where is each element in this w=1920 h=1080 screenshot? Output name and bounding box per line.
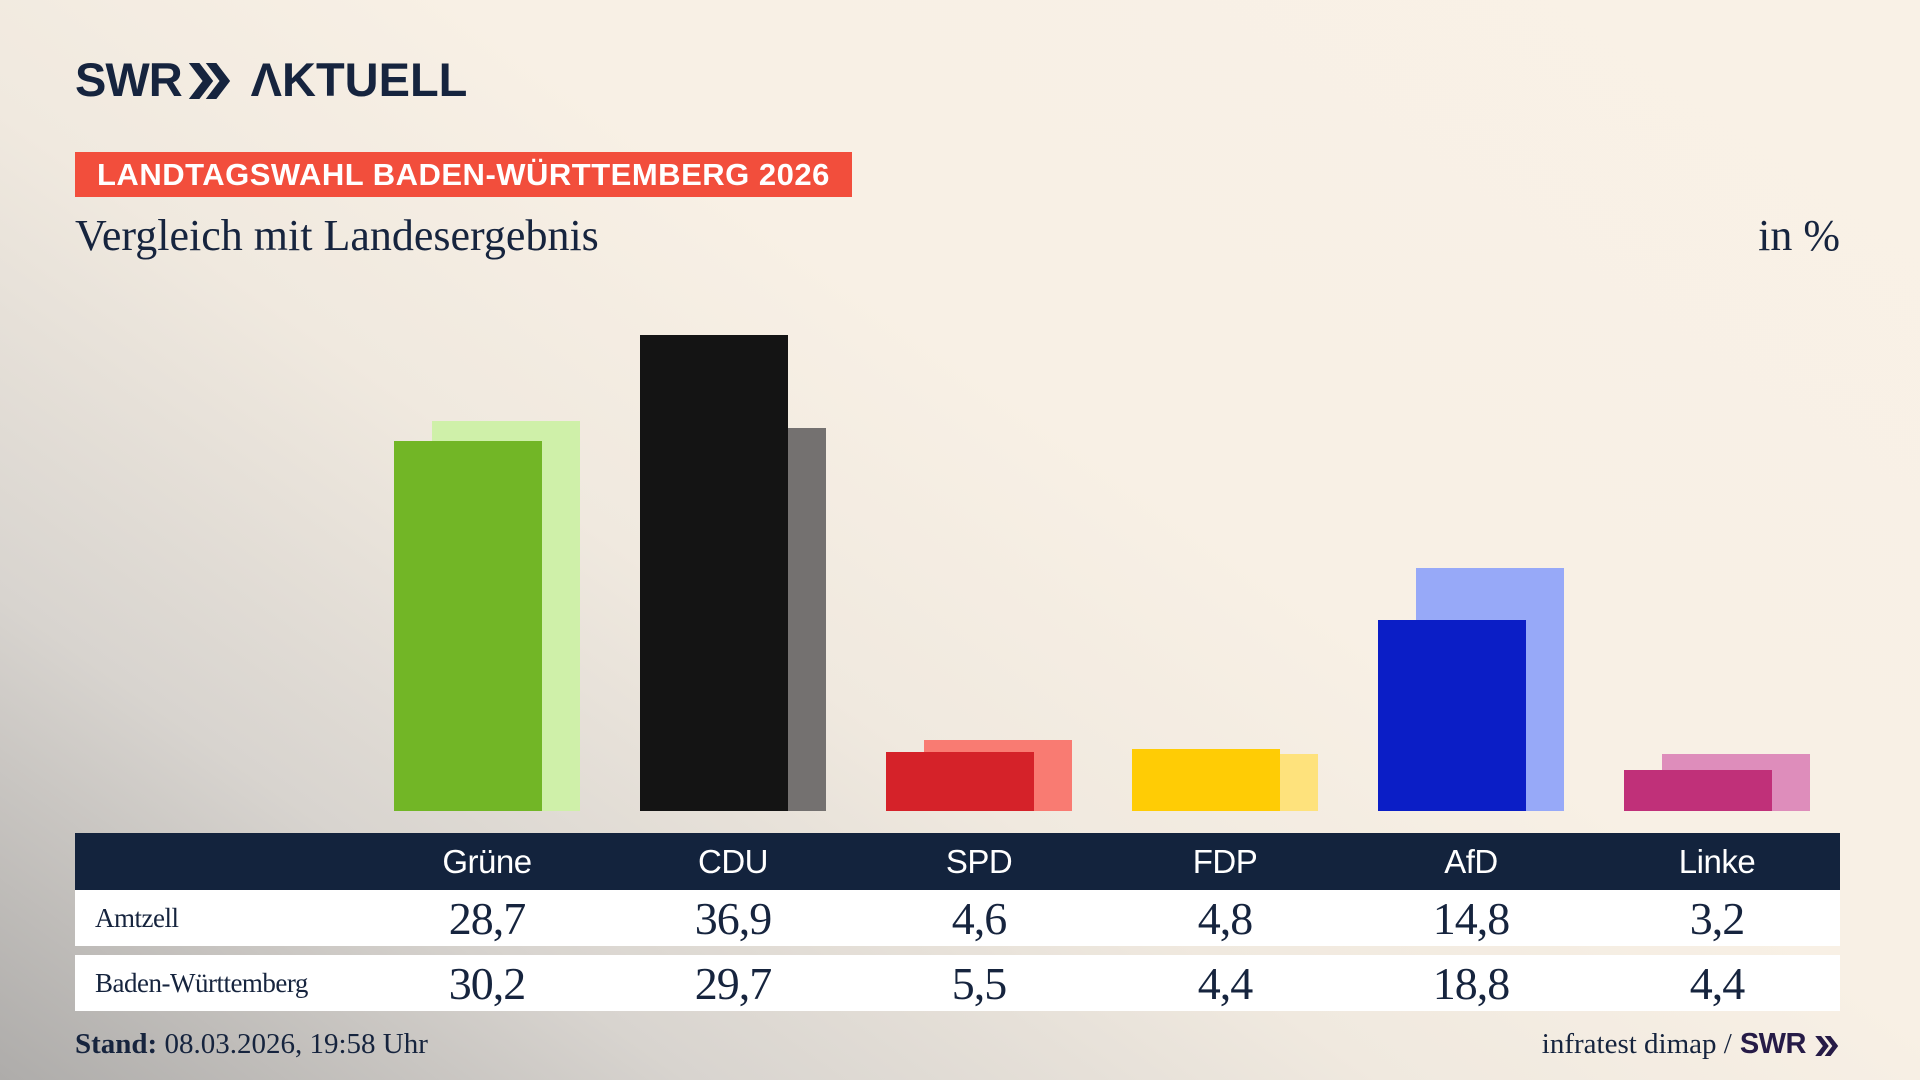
- bar-amtzell-cdu: [640, 335, 788, 811]
- source-brand-text: SWR: [1739, 1028, 1807, 1060]
- value-baden-wuerttemberg-gruene: 30,2: [448, 957, 527, 1009]
- comparison-bar-chart: [75, 261, 1840, 811]
- bar-group-gruene: [364, 261, 610, 811]
- column-header-afd: AfD: [1444, 842, 1498, 880]
- results-table: Grüne CDU SPD FDP AfD Linke Amtzell 28,7 36,9 4,…: [75, 833, 1840, 1011]
- election-badge: LANDTAGSWAHL BADEN-WÜRTTEMBERG 2026: [75, 152, 852, 197]
- double-chevron-icon: [1815, 1035, 1839, 1056]
- column-header-spd: SPD: [945, 842, 1013, 880]
- column-header-gruene: Grüne: [442, 842, 532, 880]
- swr-aktuell-logo: SWR ΛKTUELL: [75, 56, 467, 103]
- column-header-fdp: FDP: [1192, 842, 1258, 880]
- value-amtzell-cdu: 36,9: [694, 892, 773, 944]
- timestamp: Stand: 08.03.2026, 19:58 Uhr: [75, 1028, 428, 1061]
- source-text: infratest dimap /: [1541, 1028, 1732, 1060]
- table-row-baden-wuerttemberg: Baden-Württemberg 30,2 29,7 5,5 4,4 18,8 4,4: [75, 955, 1840, 1011]
- source-credit: infratest dimap / SWR: [1542, 1028, 1840, 1061]
- value-baden-wuerttemberg-fdp: 4,4: [1197, 957, 1254, 1009]
- bar-amtzell-afd: [1378, 620, 1526, 811]
- value-baden-wuerttemberg-linke: 4,4: [1689, 957, 1746, 1009]
- unit-label: in %: [1758, 211, 1840, 260]
- double-chevron-icon: [188, 62, 230, 99]
- row-label-baden-wuerttemberg: Baden-Württemberg: [95, 967, 308, 998]
- page-title: Vergleich mit Landesergebnis: [75, 211, 599, 260]
- stand-value: 08.03.2026, 19:58 Uhr: [157, 1028, 428, 1060]
- value-amtzell-gruene: 28,7: [448, 892, 527, 944]
- bar-amtzell-fdp: [1132, 749, 1280, 811]
- value-baden-wuerttemberg-afd: 18,8: [1432, 957, 1511, 1009]
- bar-group-cdu: [610, 261, 856, 811]
- logo-swr-text: SWR: [75, 53, 183, 106]
- logo-aktuell-text: ΛKTUELL: [250, 53, 468, 106]
- bar-group-spd: [856, 261, 1102, 811]
- footer: Stand: 08.03.2026, 19:58 Uhr infratest d…: [75, 1028, 1840, 1061]
- value-amtzell-spd: 4,6: [951, 892, 1008, 944]
- column-header-linke: Linke: [1678, 842, 1756, 880]
- title-row: Vergleich mit Landesergebnis in %: [75, 210, 1840, 263]
- value-baden-wuerttemberg-cdu: 29,7: [694, 957, 773, 1009]
- value-amtzell-afd: 14,8: [1432, 892, 1511, 944]
- table-header-row: Grüne CDU SPD FDP AfD Linke: [75, 833, 1840, 890]
- value-amtzell-fdp: 4,8: [1197, 892, 1254, 944]
- bar-amtzell-spd: [886, 752, 1034, 811]
- column-header-cdu: CDU: [698, 842, 769, 880]
- stand-label: Stand:: [75, 1028, 158, 1060]
- bar-amtzell-gruene: [394, 441, 542, 811]
- value-baden-wuerttemberg-spd: 5,5: [951, 957, 1008, 1009]
- bar-group-linke: [1594, 261, 1840, 811]
- bar-group-afd: [1348, 261, 1594, 811]
- value-amtzell-linke: 3,2: [1689, 892, 1746, 944]
- bar-amtzell-linke: [1624, 770, 1772, 811]
- bar-group-fdp: [1102, 261, 1348, 811]
- row-label-amtzell: Amtzell: [95, 902, 179, 933]
- table-row-amtzell: Amtzell 28,7 36,9 4,6 4,8 14,8 3,2: [75, 890, 1840, 946]
